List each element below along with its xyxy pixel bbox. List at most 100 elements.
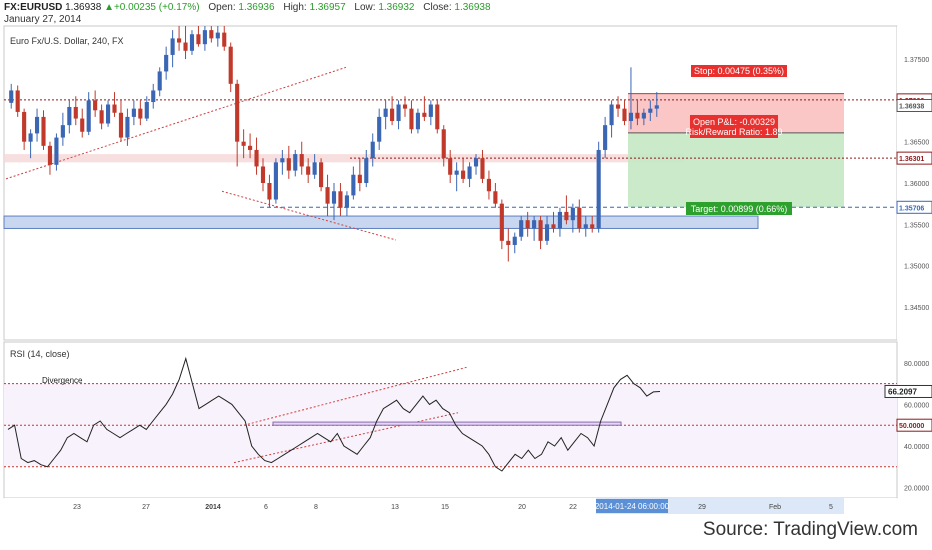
candle-body <box>280 158 285 163</box>
rsi-range-box <box>272 421 622 426</box>
candle-body <box>512 236 517 245</box>
date-label: January 27, 2014 <box>4 14 82 25</box>
candle-body <box>493 191 498 204</box>
time-tick-0: 23 <box>73 504 81 511</box>
candle-body <box>396 104 401 122</box>
source-credit: Source: TradingView.com <box>702 519 918 540</box>
candle-body <box>551 224 556 229</box>
candle-body <box>267 183 272 200</box>
candle-body <box>331 191 337 204</box>
price-tick-3: 1.36000 <box>904 181 929 188</box>
candle-body <box>138 108 143 119</box>
candle-body <box>383 108 388 117</box>
target-badge <box>686 202 792 215</box>
candle-body <box>370 141 375 159</box>
risk-reward-label: Risk/Reward Ratio: 1.89 <box>685 127 782 137</box>
candle-body <box>177 38 182 43</box>
candle-body <box>486 178 491 192</box>
candle-body <box>364 158 369 183</box>
candle-body <box>467 166 472 179</box>
candle-body <box>570 207 575 221</box>
candle-body <box>415 112 420 130</box>
candle-body <box>532 220 537 229</box>
candle-body <box>299 154 304 167</box>
time-tick-2: 2014 <box>205 504 221 511</box>
candle-body <box>105 104 111 124</box>
candle-body <box>222 32 227 47</box>
price-label-box-1 <box>896 98 932 112</box>
candle-body <box>67 106 72 126</box>
candle-body <box>9 90 14 103</box>
candle-body <box>254 149 259 167</box>
candle-body <box>273 162 278 200</box>
candle-body <box>577 207 582 229</box>
candle-body <box>22 111 27 142</box>
candle-body <box>390 108 395 122</box>
candle-body <box>112 104 117 113</box>
candle-body <box>235 83 240 142</box>
candle-body <box>202 30 207 45</box>
candle-body <box>461 170 466 179</box>
candle-body <box>544 224 550 241</box>
candle-body <box>603 125 608 150</box>
resistance-zone <box>4 154 684 163</box>
candle-body <box>557 211 563 229</box>
candle-body <box>615 104 621 109</box>
candle-body <box>564 211 569 221</box>
candle-body <box>641 112 646 119</box>
candle-body <box>151 90 156 103</box>
candle-body <box>34 116 40 134</box>
candle-body <box>596 149 601 229</box>
low-value: 1.36932 <box>378 2 415 13</box>
candle-body <box>377 116 382 142</box>
price-label-2: 1.36301 <box>899 156 924 163</box>
candle-body <box>454 170 459 175</box>
time-tick-6: 15 <box>441 504 449 511</box>
candle-body <box>590 224 595 229</box>
candle-body <box>402 104 408 109</box>
candle-body <box>28 133 33 142</box>
price-label-box-2 <box>896 151 932 165</box>
stop-badge <box>691 65 787 77</box>
change-indicator-icon: ▲ <box>104 2 114 13</box>
candle-body <box>448 158 453 175</box>
price-chart[interactable]: 1.375001.370001.365001.360001.355001.350… <box>0 0 932 514</box>
price-tick-0: 1.37500 <box>904 57 929 64</box>
symbol-label: FX:EURUSD <box>4 2 63 13</box>
open-label: Open: <box>208 2 236 13</box>
candle-body <box>80 118 85 132</box>
candle-body <box>473 158 479 167</box>
price-tick-4: 1.35500 <box>904 222 929 229</box>
time-tick-1: 27 <box>142 504 150 511</box>
candle-body <box>344 195 349 208</box>
price-tick-2: 1.36500 <box>904 140 929 147</box>
candle-body <box>73 106 78 119</box>
close-label: Close: <box>423 2 452 13</box>
last-price: 1.36938 <box>65 2 102 13</box>
low-label: Low: <box>354 2 376 13</box>
candle-body <box>41 116 46 146</box>
candle-body <box>183 42 188 51</box>
candle-body <box>248 145 253 150</box>
candle-body <box>480 158 485 179</box>
candle-body <box>170 38 175 55</box>
candle-body <box>525 220 530 229</box>
candle-body <box>15 90 20 112</box>
candle-body <box>648 108 653 113</box>
candle-body <box>196 34 201 45</box>
candle-body <box>312 162 317 175</box>
candle-body <box>628 112 634 122</box>
candle-body <box>609 104 614 126</box>
price-label-3: 1.35706 <box>899 205 924 212</box>
candle-body <box>125 116 130 138</box>
rsi-line <box>7 356 661 472</box>
candle-body <box>215 32 220 39</box>
candle-body <box>99 110 104 124</box>
price-change: +0.00235 (+0.17%) <box>113 2 200 13</box>
candle-body <box>293 154 298 171</box>
candle-body <box>228 46 233 84</box>
candle-body <box>622 108 627 122</box>
time-tick-11: 5 <box>829 504 833 511</box>
candle-body <box>506 240 511 245</box>
cursor-date: 2014-01-24 06:00:00 <box>595 502 670 511</box>
